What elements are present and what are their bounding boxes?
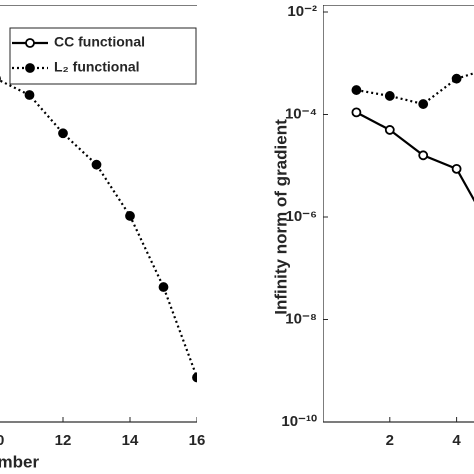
- legend-marker: [25, 63, 35, 73]
- x-tick-label: 2: [386, 432, 394, 449]
- x-tick-label: 14: [122, 432, 139, 449]
- marker: [24, 90, 35, 100]
- marker: [418, 150, 429, 161]
- marker: [451, 163, 462, 174]
- plot-area: [0, 5, 197, 423]
- x-tick-label: 12: [55, 432, 72, 449]
- marker: [418, 99, 429, 109]
- series-line: [0, 79, 197, 378]
- axes-frame: [323, 5, 474, 423]
- marker: [125, 211, 135, 221]
- y-tick-label: 10⁻¹⁰: [281, 413, 317, 430]
- x-tick-label: 10: [0, 432, 4, 449]
- x-tick-label: 16: [189, 432, 206, 449]
- x-tick-label: 4: [452, 432, 461, 449]
- marker: [351, 85, 362, 95]
- y-tick-label: 10⁻⁸: [285, 310, 317, 327]
- legend-label: L₂ functional: [54, 59, 140, 75]
- marker: [158, 282, 169, 292]
- x-axis-label: Iteration number: [0, 452, 39, 471]
- plot-area: [323, 5, 474, 423]
- y-axis-label: Infinity norm of gradient: [271, 119, 290, 315]
- y-tick-label: 10⁻⁴: [285, 105, 317, 122]
- marker: [451, 73, 462, 84]
- marker: [384, 91, 395, 101]
- legend-box: [9, 27, 197, 85]
- y-tick-label: 10⁻²: [287, 3, 317, 20]
- marker: [91, 159, 102, 170]
- marker: [351, 107, 362, 118]
- series-line: [356, 72, 474, 106]
- legend-marker: [25, 38, 35, 48]
- legend-label: CC functional: [54, 34, 145, 50]
- marker: [58, 128, 68, 139]
- marker: [192, 372, 197, 383]
- marker: [384, 125, 395, 135]
- axes-frame: [0, 5, 197, 423]
- y-tick-label: 10⁻⁶: [285, 208, 317, 225]
